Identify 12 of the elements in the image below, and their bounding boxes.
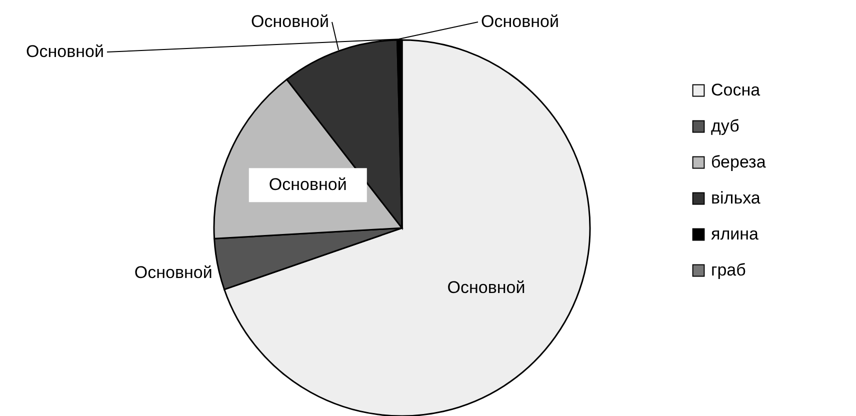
- text: Основной: [447, 278, 526, 297]
- text: Основной: [481, 12, 559, 31]
- legend-label: дуб: [711, 116, 740, 136]
- legend-label: вільха: [711, 188, 761, 208]
- text: Основной: [268, 175, 347, 194]
- legend-label: береза: [711, 152, 766, 172]
- legend-label: граб: [711, 260, 746, 280]
- text: Основной: [134, 263, 212, 282]
- legend-label: ялина: [711, 224, 760, 244]
- text: Основной: [26, 42, 104, 61]
- legend-label: Сосна: [711, 80, 761, 100]
- text: Основной: [251, 12, 329, 31]
